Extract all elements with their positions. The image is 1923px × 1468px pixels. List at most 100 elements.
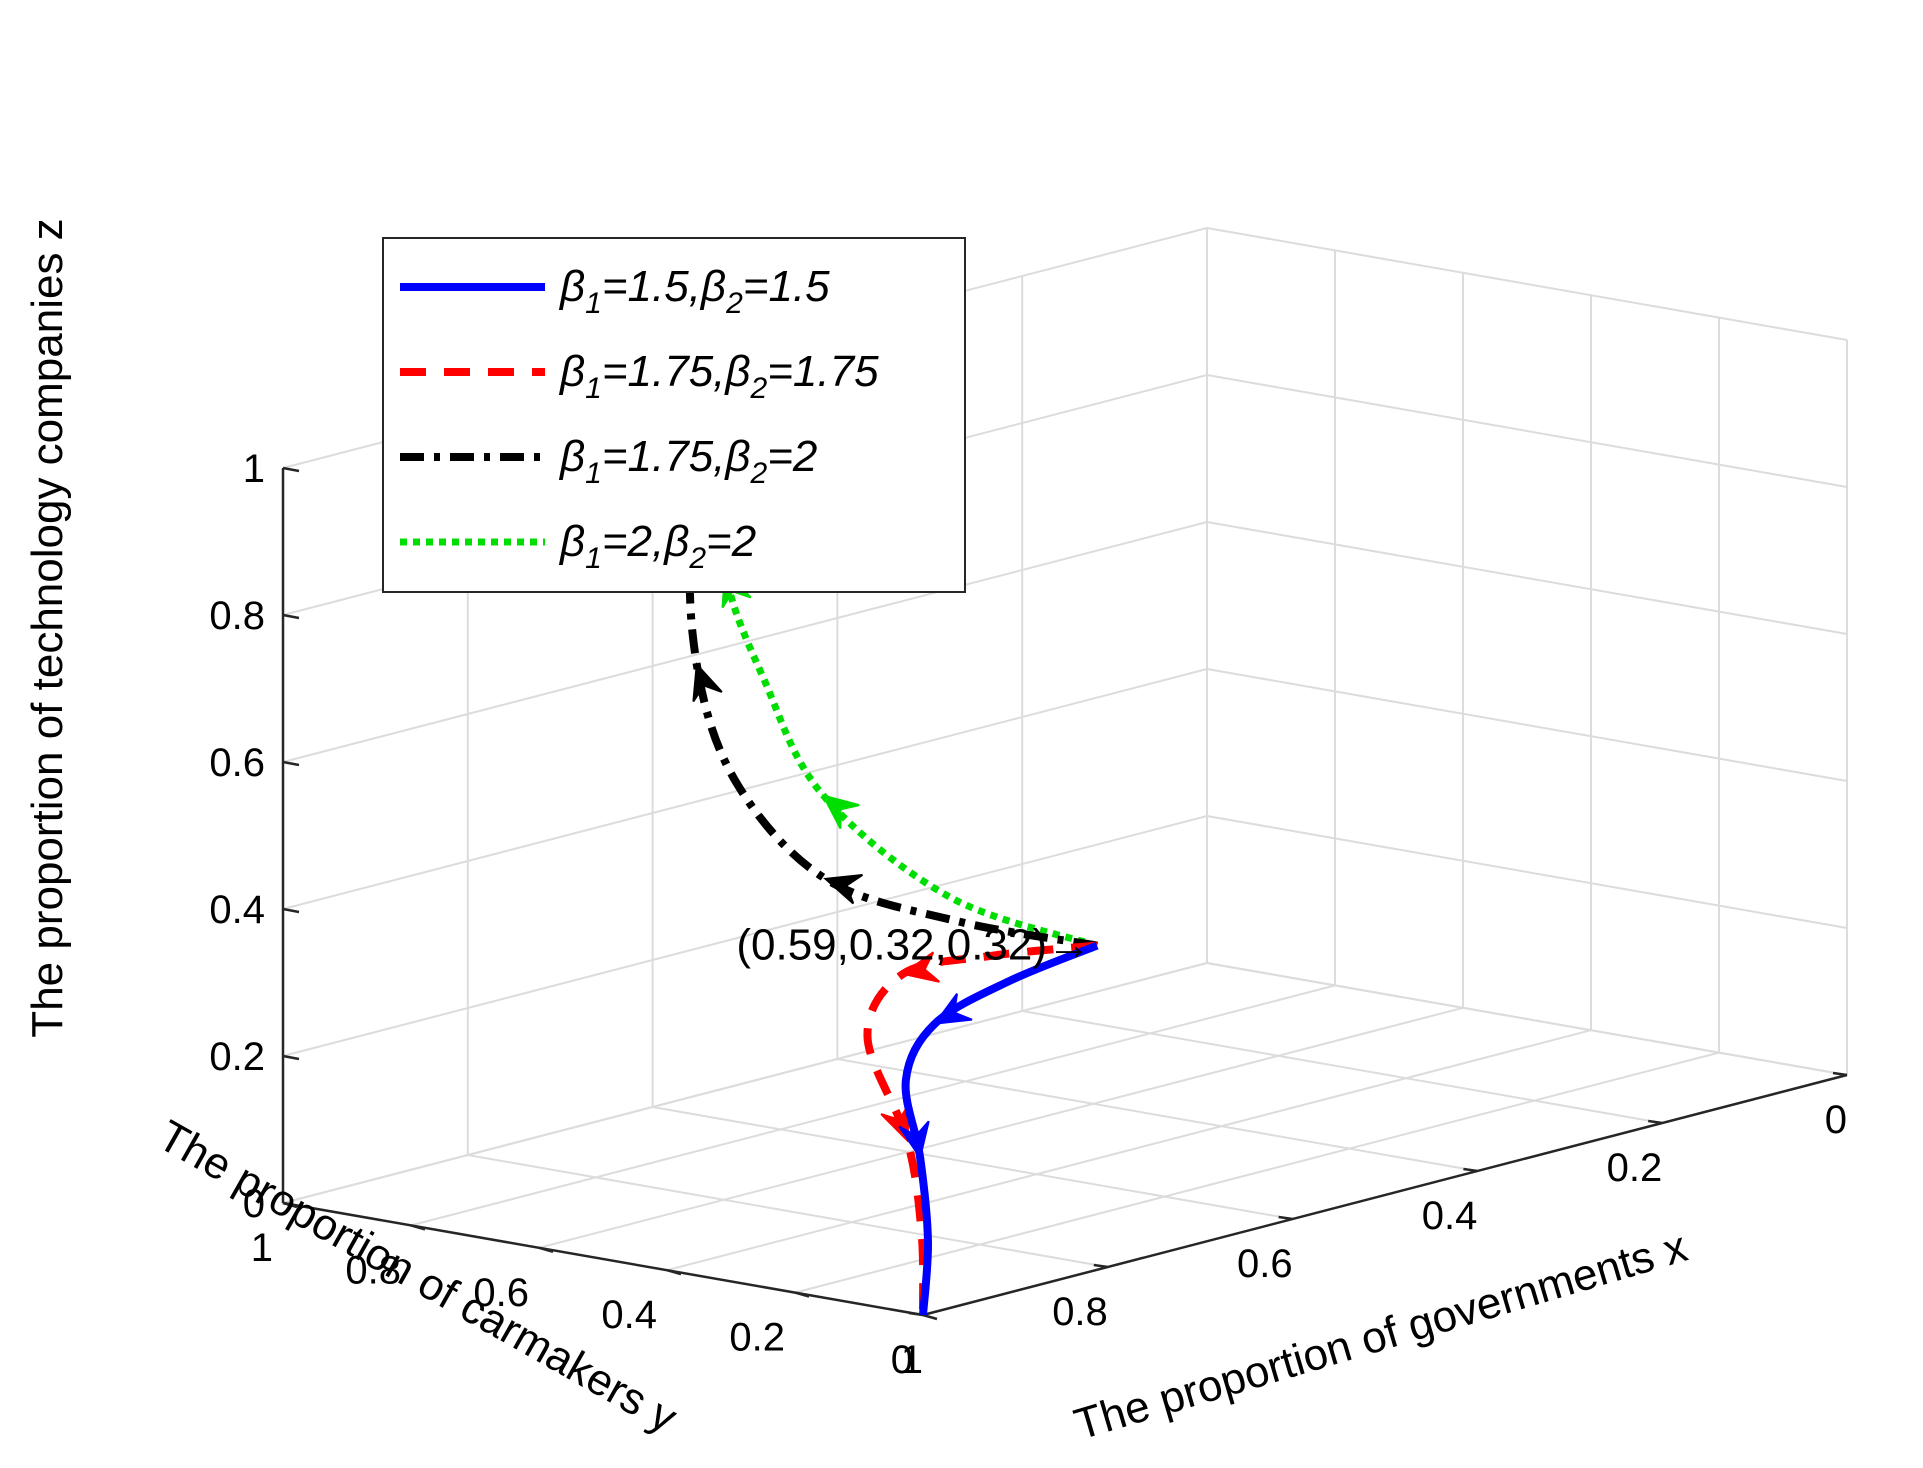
grid-line: [1206, 962, 1848, 1076]
y-tick-label: 1: [251, 1226, 273, 1270]
legend-text-part: 1: [585, 542, 602, 575]
grid-line: [666, 1029, 1592, 1272]
z-tick-mark: [282, 613, 300, 620]
series-arrow-3: [692, 662, 723, 703]
series-line-2: [863, 941, 1098, 1316]
legend-text-part: β: [558, 517, 585, 566]
legend-text-part: β: [558, 432, 585, 481]
series-arrow-3: [823, 873, 863, 905]
y-tick-label: 0.6: [473, 1271, 529, 1315]
grid-line: [410, 984, 1336, 1227]
legend-text-part: 1: [585, 372, 602, 405]
series-arrow-1: [932, 993, 973, 1025]
z-tick-label: 0: [243, 1182, 265, 1226]
legend-text-part: 2: [725, 287, 743, 320]
grid-line: [794, 1051, 1720, 1294]
legend-text-part: =1.5,: [602, 262, 701, 311]
series-line-1: [901, 941, 1099, 1316]
x-axis-label: The proportion of governments x: [1069, 1222, 1693, 1450]
legend-text-part: 2: [750, 372, 768, 405]
series-arrow-4: [821, 793, 860, 829]
legend-text-part: β: [723, 432, 750, 481]
legend-text-part: =2,: [602, 517, 664, 566]
grid-line: [652, 1106, 1293, 1220]
legend-label-4: β1=2,β2=2: [558, 517, 756, 575]
y-tick-label: 0: [891, 1338, 913, 1382]
x-tick-label: 0.6: [1237, 1242, 1293, 1286]
x-tick-label: 0.4: [1422, 1194, 1478, 1238]
x-tick-mark: [1648, 1119, 1663, 1125]
grid-line: [1206, 374, 1848, 488]
legend-text-part: =1.5: [743, 262, 830, 311]
grid-line: [1206, 227, 1848, 341]
legend: β1=1.5,β2=1.5β1=1.75,β2=1.75β1=1.75,β2=2…: [382, 237, 966, 593]
x-tick-mark: [1832, 1071, 1848, 1077]
legend-box: [382, 237, 966, 593]
z-tick-label: 0.2: [209, 1035, 265, 1079]
x-axis-line: [922, 1073, 1848, 1317]
legend-text-part: β: [662, 517, 689, 566]
grid-line: [1022, 1010, 1663, 1124]
series-arrow-1: [898, 1120, 930, 1160]
y-tick-label: 0.2: [729, 1316, 785, 1360]
y-tick-mark: [282, 1201, 298, 1209]
legend-text-part: β: [699, 262, 726, 311]
legend-text-part: 1: [585, 287, 602, 320]
legend-text-part: =2: [706, 517, 756, 566]
y-tick-label: 0.8: [345, 1248, 401, 1292]
y-axis-label: The proportion of carmakers y: [150, 1111, 685, 1443]
z-tick-mark: [282, 907, 300, 914]
x-tick-mark: [1463, 1167, 1478, 1173]
z-tick-mark: [282, 1054, 300, 1061]
y-tick-mark: [538, 1246, 554, 1254]
legend-label-2: β1=1.75,β2=1.75: [558, 347, 879, 405]
legend-text-part: β: [723, 347, 750, 396]
grid-line: [1206, 521, 1848, 635]
x-tick-label: 0.8: [1052, 1290, 1108, 1334]
z-tick-mark: [282, 466, 300, 473]
y-tick-label: 0.4: [601, 1293, 657, 1337]
annotation-layer: (0.59,0.32,0.32)→: [736, 921, 1091, 970]
grid-line: [282, 962, 1208, 1204]
legend-text-part: β: [558, 262, 585, 311]
z-tick-label: 0.6: [209, 741, 265, 785]
grid-line: [282, 521, 1208, 763]
y-tick-mark: [794, 1291, 810, 1298]
y-tick-mark: [666, 1268, 682, 1276]
grid-line: [538, 1006, 1464, 1249]
legend-label-1: β1=1.5,β2=1.5: [558, 262, 830, 320]
series-arrow-2: [900, 951, 940, 983]
axes-layer: [281, 468, 1848, 1317]
legend-text-part: 2: [688, 542, 706, 575]
grid-line: [1206, 815, 1848, 929]
x-tick-mark: [1093, 1263, 1108, 1269]
x-tick-mark: [1278, 1215, 1293, 1221]
legend-text-part: =1.75: [767, 347, 879, 396]
ticks-layer: 0 0 0 0.2 0.2 0.2 0.4 0.4 0.4 0.6 0.6 0.6 0.8 0.8 0.8 1…: [209, 447, 1848, 1382]
x-tick-label: 0.2: [1607, 1146, 1663, 1190]
start-point-annotation: (0.59,0.32,0.32)→: [736, 921, 1091, 970]
legend-text-part: =1.75,: [602, 432, 726, 481]
y-tick-mark: [922, 1313, 938, 1321]
z-tick-label: 0.8: [209, 594, 265, 638]
y-axis-line: [282, 1201, 924, 1317]
grid-line: [837, 1058, 1478, 1172]
grid-line: [282, 815, 1208, 1057]
z-tick-label: 1: [243, 447, 265, 491]
legend-text-part: 1: [585, 457, 602, 490]
grid-line: [282, 668, 1208, 910]
grid-line: [1206, 668, 1848, 782]
legend-text-part: β: [558, 347, 585, 396]
y-tick-mark: [410, 1224, 426, 1231]
x-tick-label: 1: [901, 1338, 923, 1382]
z-axis-label: The proportion of technology companies z: [23, 218, 72, 1037]
legend-label-3: β1=1.75,β2=2: [558, 432, 817, 490]
z-tick-mark: [282, 760, 300, 767]
x-tick-label: 0: [1825, 1098, 1847, 1142]
z-tick-label: 0.4: [209, 888, 265, 932]
grid-line: [467, 1154, 1108, 1268]
legend-text-part: =2: [767, 432, 817, 481]
legend-text-part: 2: [750, 457, 768, 490]
legend-text-part: =1.75,: [602, 347, 726, 396]
